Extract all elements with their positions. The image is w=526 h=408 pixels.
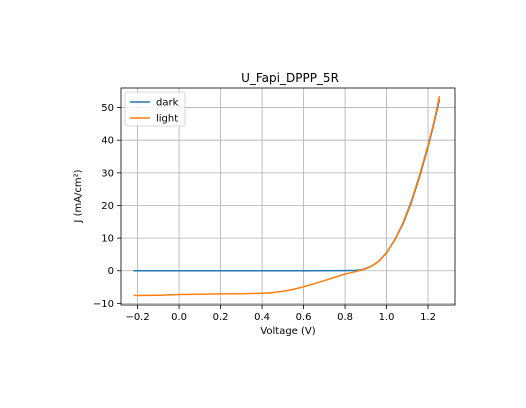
x-tick-label: 0.4 [254,312,270,323]
x-axis-label: Voltage (V) [260,326,315,337]
grid-lines [121,88,455,305]
plot-area-frame [120,87,456,306]
legend-label-dark: dark [156,98,179,109]
y-tick-label: 40 [101,136,114,147]
y-tick-label: 20 [101,201,114,212]
x-tick-label: −0.2 [125,312,149,323]
legend: dark light [124,91,186,127]
x-tick-label: 1.0 [379,312,395,323]
y-tick-label: 0 [108,266,114,277]
y-tick-label: −10 [93,299,114,310]
x-tick-label: 1.2 [420,312,436,323]
series-layer [133,96,441,297]
x-tick-label: 0.2 [213,312,229,323]
series-line-light [133,96,441,297]
legend-label-light: light [156,114,178,125]
x-axis: −0.2 0.0 0.2 0.4 0.6 0.8 1.0 1.2 [125,305,436,323]
x-tick-label: 0.8 [337,312,353,323]
y-axis: −10 0 10 20 30 40 50 [93,103,121,310]
y-tick-label: 10 [101,234,114,245]
x-tick-label: 0.0 [171,312,187,323]
chart-title: U_Fapi_DPPP_5R [241,71,339,85]
y-axis-label: J (mA/cm²) [73,169,84,223]
y-tick-label: 50 [101,103,114,114]
x-tick-label: 0.6 [296,312,312,323]
y-tick-label: 30 [101,168,114,179]
